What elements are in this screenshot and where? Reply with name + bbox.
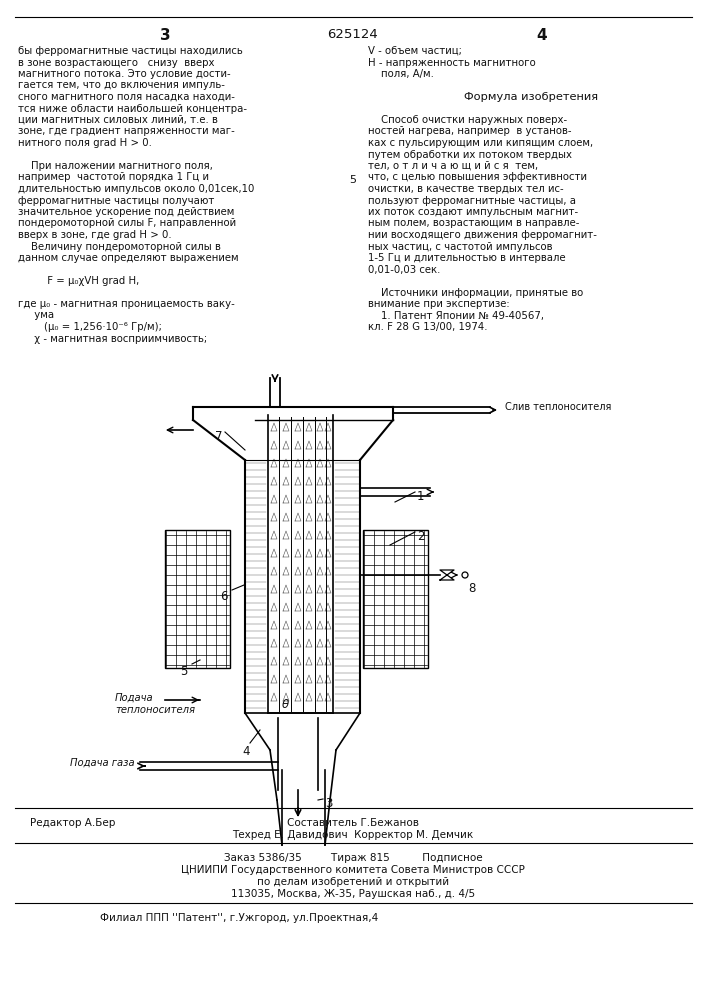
Text: пондеромоторной силы F, направленной: пондеромоторной силы F, направленной xyxy=(18,219,236,229)
Text: 6: 6 xyxy=(220,590,228,603)
Text: 4: 4 xyxy=(537,28,547,43)
Text: При наложении магнитного поля,: При наложении магнитного поля, xyxy=(18,161,213,171)
Text: где μ₀ - магнитная проницаемость ваку-: где μ₀ - магнитная проницаемость ваку- xyxy=(18,299,235,309)
Text: Подача
теплоносителя: Подача теплоносителя xyxy=(115,693,195,715)
Text: 2: 2 xyxy=(417,530,424,543)
Text: тся ниже области наибольшей концентра-: тся ниже области наибольшей концентра- xyxy=(18,104,247,113)
Text: ках с пульсирующим или кипящим слоем,: ках с пульсирующим или кипящим слоем, xyxy=(368,138,593,148)
Bar xyxy=(363,530,428,668)
Text: 3: 3 xyxy=(160,28,170,43)
Bar xyxy=(165,530,230,668)
Text: 0,01-0,03 сек.: 0,01-0,03 сек. xyxy=(368,264,440,274)
Text: гается тем, что до включения импуль-: гается тем, что до включения импуль- xyxy=(18,81,225,91)
Text: Формула изобретения: Формула изобретения xyxy=(464,92,598,102)
Text: бы ферромагнитные частицы находились: бы ферромагнитные частицы находились xyxy=(18,46,243,56)
Text: Техред Е. Давидович  Корректор М. Демчик: Техред Е. Давидович Корректор М. Демчик xyxy=(233,830,474,840)
Text: Способ очистки наружных поверх-: Способ очистки наружных поверх- xyxy=(368,115,567,125)
Text: ных частиц, с частотой импульсов: ных частиц, с частотой импульсов xyxy=(368,241,552,251)
Text: сного магнитного поля насадка находи-: сного магнитного поля насадка находи- xyxy=(18,92,235,102)
Text: нитного поля grad H > 0.: нитного поля grad H > 0. xyxy=(18,138,152,148)
Text: ума: ума xyxy=(18,310,54,320)
Text: ЦНИИПИ Государственного комитета Совета Министров СССР: ЦНИИПИ Государственного комитета Совета … xyxy=(181,865,525,875)
Text: 3: 3 xyxy=(325,797,332,810)
Text: χ - магнитная восприимчивость;: χ - магнитная восприимчивость; xyxy=(18,334,207,344)
Text: внимание при экспертизе:: внимание при экспертизе: xyxy=(368,299,510,309)
Text: по делам изобретений и открытий: по делам изобретений и открытий xyxy=(257,877,449,887)
Text: Филиал ППП ''Патент'', г.Ужгород, ул.Проектная,4: Филиал ППП ''Патент'', г.Ужгород, ул.Про… xyxy=(100,913,378,923)
Text: пользуют ферромагнитные частицы, а: пользуют ферромагнитные частицы, а xyxy=(368,196,576,206)
Text: 625124: 625124 xyxy=(327,28,378,41)
Text: их поток создают импульсным магнит-: их поток создают импульсным магнит- xyxy=(368,207,578,217)
Text: 8: 8 xyxy=(468,582,475,595)
Text: зоне, где градиент напряженности маг-: зоне, где градиент напряженности маг- xyxy=(18,126,235,136)
Text: 5: 5 xyxy=(180,665,187,678)
Text: θ: θ xyxy=(282,698,289,711)
Text: вверх в зоне, где grad H > 0.: вверх в зоне, где grad H > 0. xyxy=(18,230,172,240)
Text: 5: 5 xyxy=(349,175,356,185)
Text: Редактор А.Бер: Редактор А.Бер xyxy=(30,818,115,828)
Text: Заказ 5386/35         Тираж 815          Подписное: Заказ 5386/35 Тираж 815 Подписное xyxy=(223,853,482,863)
Text: путем обработки их потоком твердых: путем обработки их потоком твердых xyxy=(368,149,572,159)
Text: 1. Патент Японии № 49-40567,: 1. Патент Японии № 49-40567, xyxy=(368,310,544,320)
Text: H - напряженность магнитного: H - напряженность магнитного xyxy=(368,57,536,68)
Text: ции магнитных силовых линий, т.е. в: ции магнитных силовых линий, т.е. в xyxy=(18,115,218,125)
Text: магнитного потока. Это условие дости-: магнитного потока. Это условие дости- xyxy=(18,69,230,79)
Text: V - объем частиц;: V - объем частиц; xyxy=(368,46,462,56)
Text: что, с целью повышения эффективности: что, с целью повышения эффективности xyxy=(368,172,587,182)
Text: Источники информации, принятые во: Источники информации, принятые во xyxy=(368,288,583,298)
Text: очистки, в качестве твердых тел ис-: очистки, в качестве твердых тел ис- xyxy=(368,184,563,194)
Text: 1: 1 xyxy=(417,490,424,503)
Text: 1-5 Гц и длительностью в интервале: 1-5 Гц и длительностью в интервале xyxy=(368,253,566,263)
Text: нии восходящего движения ферромагнит-: нии восходящего движения ферромагнит- xyxy=(368,230,597,240)
Text: (μ₀ = 1,256·10⁻⁶ Гр/м);: (μ₀ = 1,256·10⁻⁶ Гр/м); xyxy=(18,322,162,332)
Text: в зоне возрастающего   снизу  вверх: в зоне возрастающего снизу вверх xyxy=(18,57,214,68)
Text: ностей нагрева, например  в установ-: ностей нагрева, например в установ- xyxy=(368,126,571,136)
Text: Составитель Г.Бежанов: Составитель Г.Бежанов xyxy=(287,818,419,828)
Text: Подача газа: Подача газа xyxy=(70,758,134,768)
Text: тел, о т л и ч а ю щ и й с я  тем,: тел, о т л и ч а ю щ и й с я тем, xyxy=(368,161,538,171)
Text: 4: 4 xyxy=(242,745,250,758)
Text: поля, А/м.: поля, А/м. xyxy=(368,69,434,79)
Text: длительностью импульсов около 0,01сек,10: длительностью импульсов около 0,01сек,10 xyxy=(18,184,255,194)
Text: Слив теплоносителя: Слив теплоносителя xyxy=(505,402,612,412)
Text: данном случае определяют выражением: данном случае определяют выражением xyxy=(18,253,239,263)
Text: кл. F 28 G 13/00, 1974.: кл. F 28 G 13/00, 1974. xyxy=(368,322,488,332)
Text: Величину пондеромоторной силы в: Величину пондеромоторной силы в xyxy=(18,241,221,251)
Text: 7: 7 xyxy=(215,430,223,443)
Text: 113035, Москва, Ж-35, Раушская наб., д. 4/5: 113035, Москва, Ж-35, Раушская наб., д. … xyxy=(231,889,475,899)
Text: ферромагнитные частицы получают: ферромагнитные частицы получают xyxy=(18,196,214,206)
Text: например  частотой порядка 1 Гц и: например частотой порядка 1 Гц и xyxy=(18,172,209,182)
Text: F = μ₀χVH grad H,: F = μ₀χVH grad H, xyxy=(18,276,139,286)
Text: ным полем, возрастающим в направле-: ным полем, возрастающим в направле- xyxy=(368,219,579,229)
Text: значительное ускорение под действием: значительное ускорение под действием xyxy=(18,207,235,217)
